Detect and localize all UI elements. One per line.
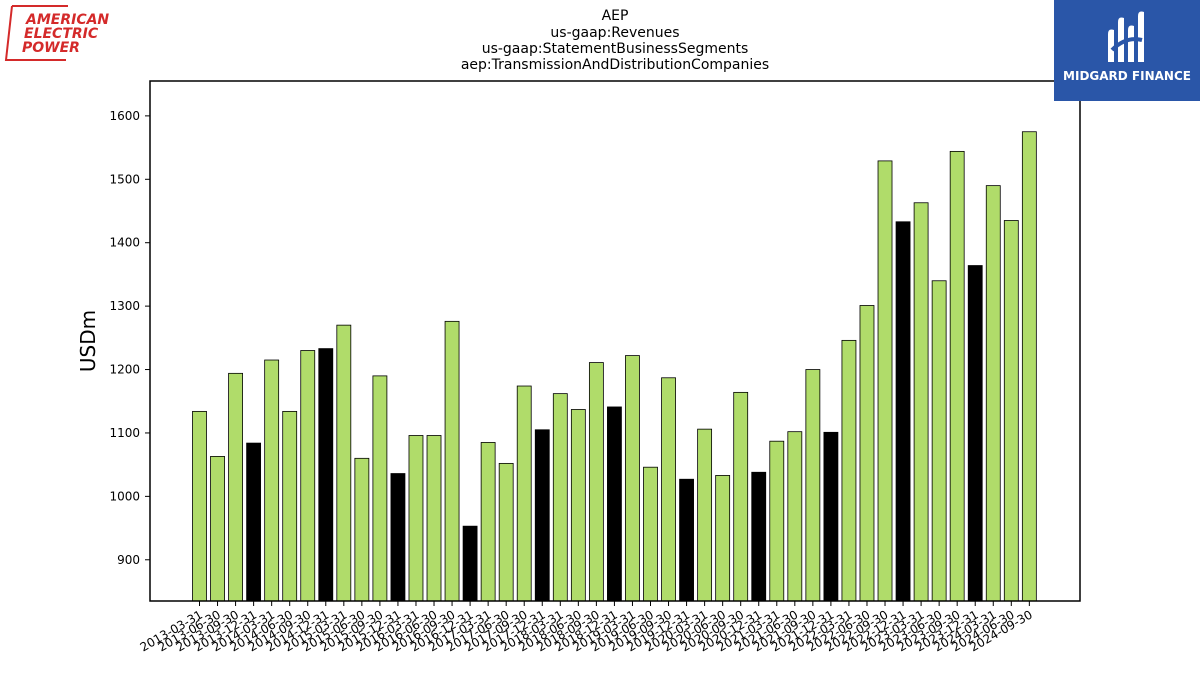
bar-2015-06-30 — [354, 457, 370, 602]
y-tick-label: 1000 — [109, 489, 140, 503]
bar-2021-09-30 — [805, 369, 821, 602]
bar-2015-12-31 — [390, 473, 406, 602]
midgard-finance-logo: MIDGARD FINANCE — [1054, 0, 1200, 101]
bar-2020-03-31 — [697, 428, 713, 602]
bar-2014-12-31 — [318, 348, 334, 602]
bar-2016-09-30 — [444, 320, 460, 602]
bar-2022-09-30 — [877, 160, 893, 602]
chart-title: AEP us-gaap:Revenues us-gaap:StatementBu… — [461, 8, 769, 73]
bar-2020-12-31 — [751, 471, 767, 602]
y-tick-label: 1300 — [109, 299, 140, 313]
bars-group — [192, 131, 1037, 602]
logo-text-line: POWER — [22, 40, 80, 56]
bar-2023-06-30 — [931, 280, 947, 602]
y-tick-label: 1400 — [109, 236, 140, 250]
bar-2019-06-30 — [643, 466, 658, 602]
logo-text-line: ELECTRIC — [24, 26, 99, 42]
bar-2022-06-30 — [859, 305, 875, 602]
bar-2019-03-31 — [625, 355, 640, 602]
bar-2017-03-31 — [480, 442, 496, 602]
y-tick-label: 1100 — [109, 426, 140, 440]
bar-2016-12-31 — [462, 525, 478, 602]
bar-2023-09-30 — [949, 150, 965, 602]
bar-2017-06-30 — [498, 462, 514, 602]
bar-2021-03-31 — [769, 440, 785, 602]
bar-2024-06-30 — [1003, 220, 1019, 602]
bar-2022-03-31 — [841, 339, 857, 602]
midgard-logo-text: MIDGARD FINANCE — [1063, 69, 1191, 83]
bar-2023-12-31 — [967, 265, 983, 602]
chart-title-line: us-gaap:Revenues — [550, 25, 679, 41]
bar-2019-09-30 — [661, 377, 676, 602]
bar-2018-06-30 — [570, 409, 586, 602]
bar-2020-09-30 — [733, 391, 749, 602]
bar-2022-12-31 — [895, 221, 911, 602]
plot-area-frame — [149, 80, 1081, 602]
y-axis-ticks: 900 1000 1100 1200 1300 1400 1500 1600 — [109, 109, 150, 567]
bar-2015-03-31 — [336, 324, 352, 602]
bar-2016-06-30 — [426, 435, 442, 602]
bar-2021-12-31 — [823, 431, 839, 602]
y-tick-label: 1600 — [109, 109, 140, 123]
y-tick-label: 900 — [117, 553, 140, 567]
bar-2018-09-30 — [588, 362, 604, 602]
midgard-logo-mark-icon — [1108, 11, 1144, 62]
american-electric-power-logo: AMERICAN ELECTRIC POWER — [4, 5, 109, 61]
chart-title-line: AEP — [602, 8, 629, 24]
bar-2023-03-31 — [913, 202, 929, 602]
logo-text-line: AMERICAN — [25, 12, 109, 28]
bar-2024-03-31 — [985, 185, 1001, 602]
bar-2017-09-30 — [516, 385, 532, 602]
bar-2021-06-30 — [787, 431, 803, 602]
bar-2018-12-31 — [607, 406, 622, 602]
logo-bracket — [4, 5, 68, 61]
chart-title-line: us-gaap:StatementBusinessSegments — [482, 41, 749, 57]
bar-2013-03-31 — [192, 410, 207, 602]
y-tick-label: 1200 — [109, 363, 140, 377]
y-axis-label: USDm — [76, 310, 100, 372]
x-axis-ticks: 2013-03-312013-06-302013-09-302013-12-31… — [138, 601, 1035, 654]
chart-title-line: aep:TransmissionAndDistributionCompanies — [461, 57, 769, 73]
bar-2019-12-31 — [679, 478, 694, 602]
bar-2016-03-31 — [408, 435, 424, 602]
bar-2015-09-30 — [372, 375, 388, 602]
bar-2017-12-31 — [534, 429, 550, 602]
y-tick-label: 1500 — [109, 172, 140, 186]
bar-2014-06-30 — [282, 410, 298, 602]
bar-2013-12-31 — [246, 442, 262, 602]
bar-2020-06-30 — [715, 475, 731, 602]
bar-2014-09-30 — [300, 350, 316, 602]
bar-2024-09-30 — [1021, 131, 1037, 602]
bar-2014-03-31 — [264, 359, 280, 602]
bar-2013-06-30 — [210, 456, 225, 602]
bar-2018-03-31 — [552, 393, 568, 602]
bar-2013-09-30 — [228, 372, 243, 602]
